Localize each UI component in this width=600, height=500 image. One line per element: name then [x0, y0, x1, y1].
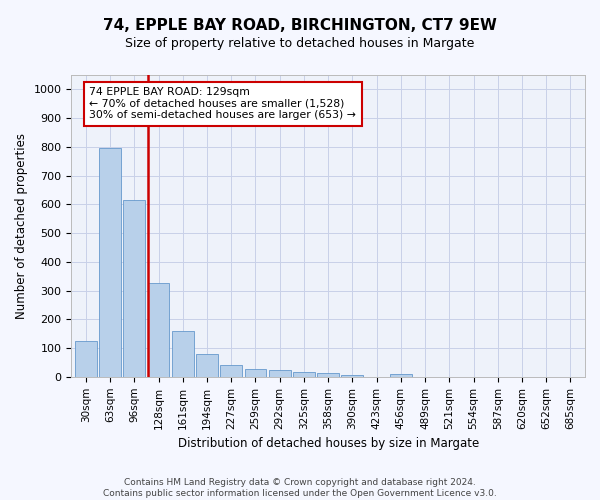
Y-axis label: Number of detached properties: Number of detached properties — [15, 133, 28, 319]
Text: 74, EPPLE BAY ROAD, BIRCHINGTON, CT7 9EW: 74, EPPLE BAY ROAD, BIRCHINGTON, CT7 9EW — [103, 18, 497, 32]
Bar — [196, 354, 218, 377]
Text: Contains HM Land Registry data © Crown copyright and database right 2024.
Contai: Contains HM Land Registry data © Crown c… — [103, 478, 497, 498]
Bar — [220, 366, 242, 377]
Bar — [269, 370, 290, 377]
X-axis label: Distribution of detached houses by size in Margate: Distribution of detached houses by size … — [178, 437, 479, 450]
Text: Size of property relative to detached houses in Margate: Size of property relative to detached ho… — [125, 38, 475, 51]
Bar — [148, 282, 169, 377]
Bar — [75, 341, 97, 377]
Bar — [293, 372, 315, 377]
Bar — [245, 369, 266, 377]
Bar — [341, 374, 363, 377]
Bar — [124, 200, 145, 377]
Bar — [172, 331, 194, 377]
Bar — [99, 148, 121, 377]
Bar — [317, 372, 339, 377]
Bar — [390, 374, 412, 377]
Text: 74 EPPLE BAY ROAD: 129sqm
← 70% of detached houses are smaller (1,528)
30% of se: 74 EPPLE BAY ROAD: 129sqm ← 70% of detac… — [89, 87, 356, 120]
